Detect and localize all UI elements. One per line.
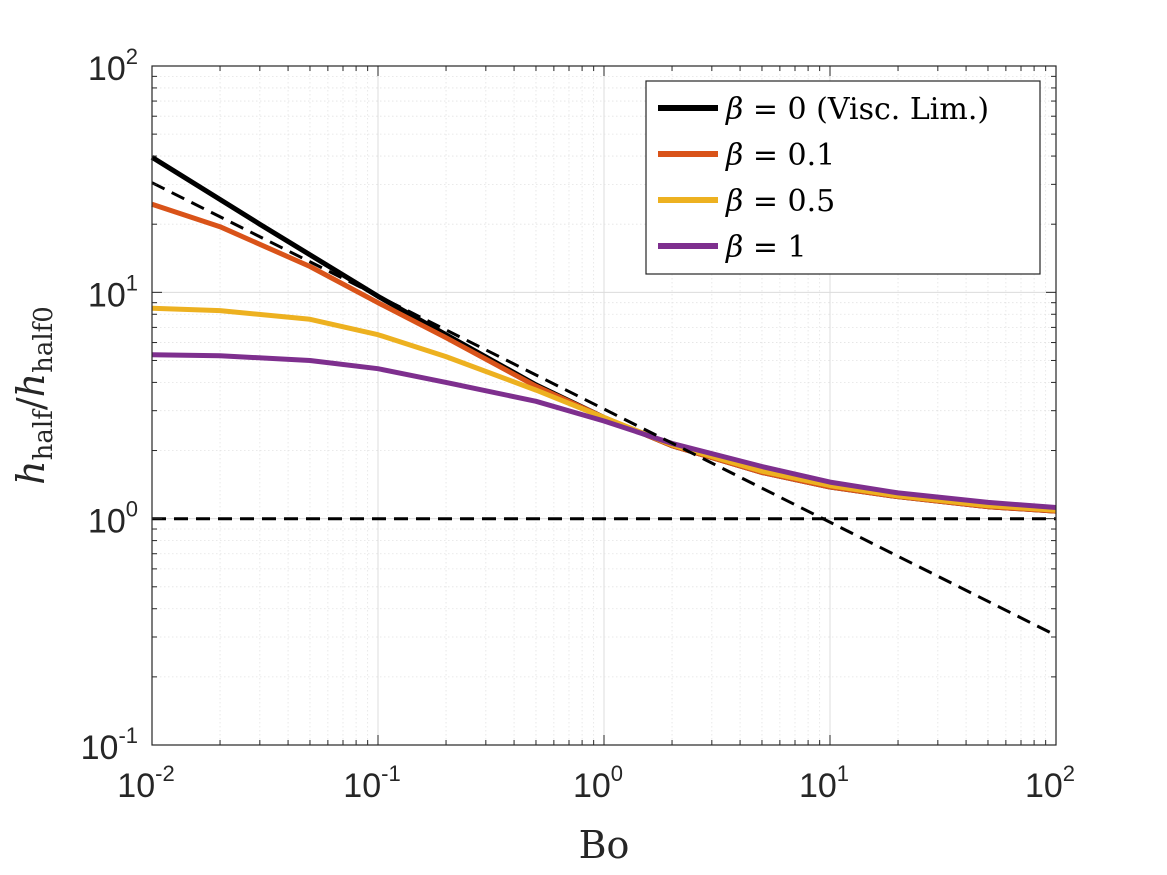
legend-label-beta-0.1: β = 0.1 <box>725 138 835 173</box>
series-line-beta-1 <box>151 352 1057 510</box>
x-tick-label: 102 <box>1025 761 1075 805</box>
y-axis-label: hhalf/hhalf0 <box>9 306 59 485</box>
legend-label-beta-1: β = 1 <box>725 230 807 265</box>
ticks <box>151 65 1057 746</box>
series-line-asymptote-power-law <box>151 181 1057 637</box>
x-tick-label: 10-2 <box>117 761 174 805</box>
y-tick-label: 100 <box>88 497 138 541</box>
legend-box <box>645 80 1041 275</box>
y-tick-label: 102 <box>88 44 138 88</box>
x-axis-label: Bo <box>579 823 630 867</box>
series-line-beta-0.5 <box>151 305 1057 513</box>
y-tick-labels: 10-1 100 101 102 <box>81 44 138 767</box>
series-layer <box>150 155 1057 637</box>
x-tick-label: 101 <box>799 761 849 805</box>
y-label-sub-num: half <box>29 408 59 461</box>
svg-text:hhalf/hhalf0: hhalf/hhalf0 <box>9 306 59 485</box>
legend-label-beta-0: β = 0 (Visc. Lim.) <box>725 92 989 127</box>
x-tick-labels: 10-2 10-1 100 101 102 <box>117 761 1075 805</box>
x-tick-label: 100 <box>573 761 623 805</box>
y-tick-label: 10-1 <box>81 723 138 767</box>
legend: β = 0 (Visc. Lim.) β = 0.1 β = 0.5 β = 1 <box>645 80 1041 275</box>
x-tick-label: 10-1 <box>343 761 400 805</box>
y-label-main: h <box>9 460 53 484</box>
y-label-main-den: h <box>9 373 53 397</box>
y-label-sep: / <box>9 397 53 410</box>
y-label-sub-den: half0 <box>29 306 59 373</box>
y-tick-label: 101 <box>88 270 138 314</box>
legend-label-beta-0.5: β = 0.5 <box>725 184 835 219</box>
